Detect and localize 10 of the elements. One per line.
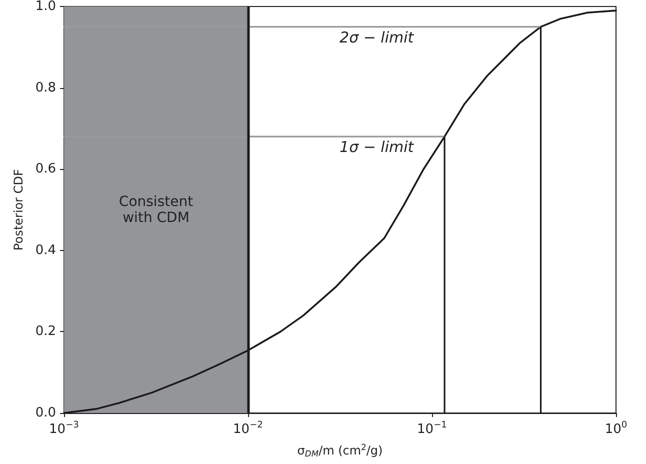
y-tick-label: 1.0 [35, 0, 56, 14]
y-tick-label: 0.2 [35, 324, 56, 340]
annotation: 1σ − limit [340, 138, 415, 156]
y-tick-label: 0.4 [35, 242, 56, 258]
y-axis-title: Posterior CDF [11, 168, 26, 250]
band-label: Consistent with CDM [118, 194, 194, 226]
y-tick-label: 0.8 [35, 80, 56, 96]
annotation: 2σ − limit [340, 28, 415, 46]
y-tick-label: 0.6 [35, 162, 56, 177]
y-tick-label: 0.0 [35, 406, 56, 420]
